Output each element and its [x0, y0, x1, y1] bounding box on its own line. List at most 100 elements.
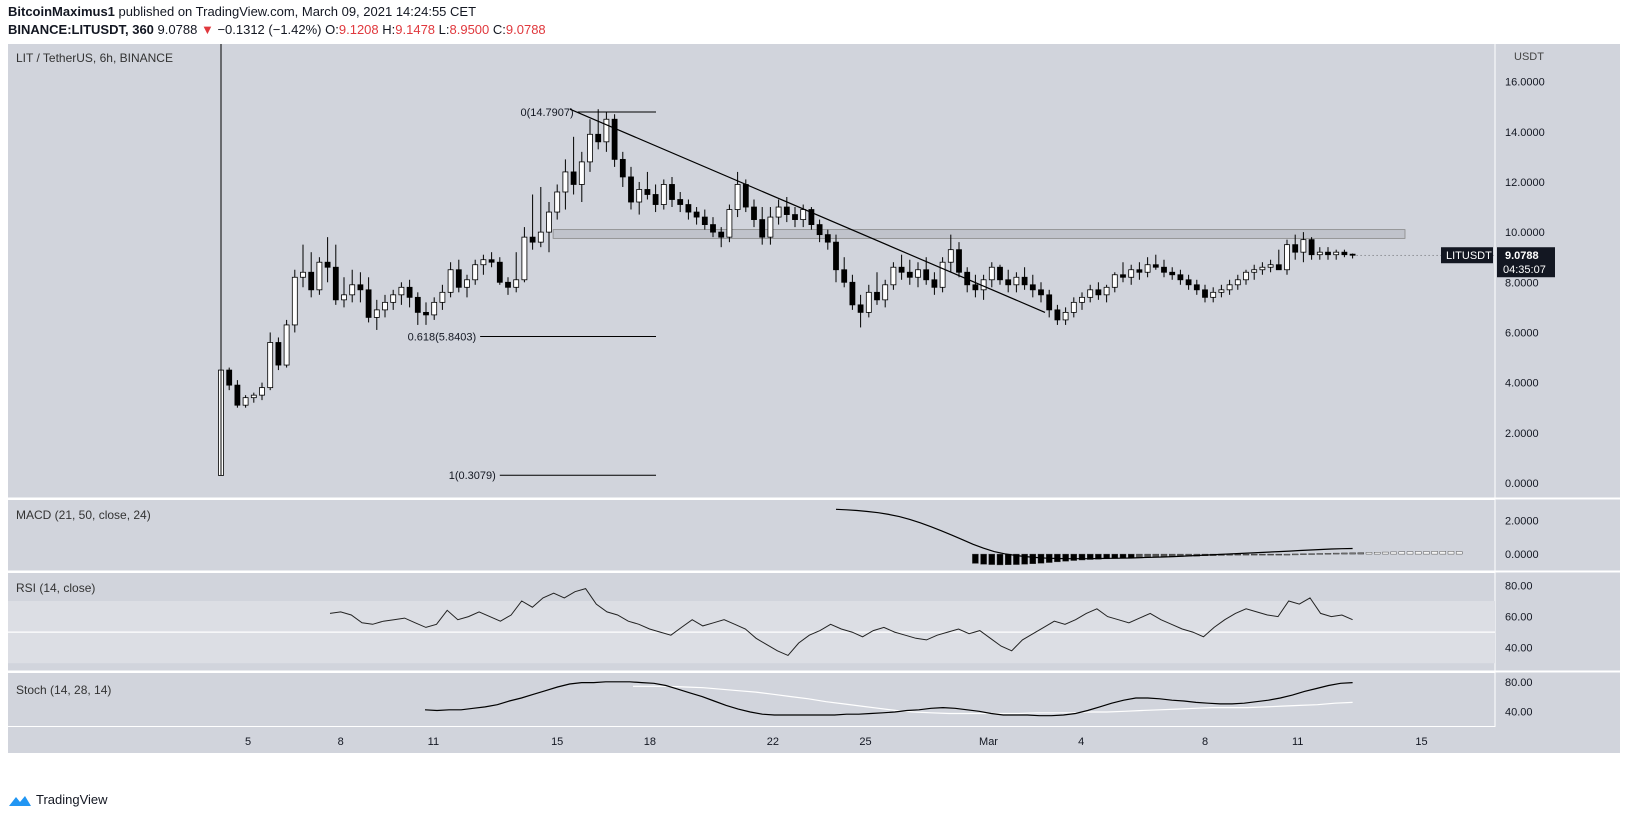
- ohlc-o-value: 9.1208: [338, 22, 379, 37]
- fib-level-label: 0.618(5.8403): [408, 331, 477, 343]
- macd-histogram-bar: [1013, 553, 1020, 565]
- candle-body-down: [1005, 279, 1012, 286]
- macd-histogram-bar: [1447, 551, 1455, 555]
- candle-body-up: [1103, 286, 1110, 296]
- rsi-tick-label: 60.00: [1505, 612, 1533, 624]
- ohlc-c-label: C:: [492, 22, 506, 37]
- candle-body-down: [710, 224, 716, 233]
- candle-body-down: [644, 189, 651, 195]
- candle-body-up: [603, 118, 610, 143]
- candle-body-down: [1177, 274, 1184, 281]
- candle-body-up: [562, 171, 569, 193]
- candle-body-down: [406, 286, 413, 298]
- stoch-title: Stoch (14, 28, 14): [16, 683, 111, 697]
- candle-body-down: [701, 216, 708, 225]
- macd-histogram-bar: [1275, 553, 1283, 556]
- candle-body-down: [414, 296, 421, 313]
- candle-body-up: [390, 294, 397, 303]
- macd-histogram-bar: [988, 553, 995, 565]
- candle-body-down: [455, 269, 462, 288]
- rsi-line: [329, 588, 1353, 657]
- candle-body-down: [1095, 289, 1102, 296]
- stoch-k-line: [424, 681, 1353, 717]
- time-tick-label: 5: [245, 736, 251, 748]
- author-name[interactable]: BitcoinMaximus1: [8, 4, 115, 19]
- macd-histogram-bar: [1373, 552, 1381, 555]
- candle-body-up: [1259, 266, 1266, 271]
- candle-body-up: [1251, 269, 1258, 273]
- candle-body-up: [554, 191, 561, 213]
- symbol-tag-label: LITUSDT: [1446, 250, 1492, 262]
- candle-body-down: [1193, 284, 1200, 291]
- macd-histogram-bar: [1406, 551, 1414, 555]
- candle-body-down: [906, 271, 913, 278]
- candle-body-down: [619, 158, 626, 178]
- candle-body-down: [808, 209, 815, 225]
- price-tick-label: 14.0000: [1505, 127, 1545, 139]
- candle-body-down: [923, 269, 930, 281]
- price-tick-label: 8.0000: [1505, 277, 1539, 289]
- macd-histogram-bar: [1382, 551, 1389, 555]
- candle-body-up: [1087, 289, 1094, 298]
- candle-body-down: [997, 266, 1003, 281]
- candle-body-up: [915, 269, 921, 278]
- brand-label: TradingView: [36, 792, 108, 807]
- candle-body-down: [226, 369, 233, 386]
- candle-body-down: [611, 118, 618, 160]
- candle-body-down: [1308, 239, 1315, 256]
- pane-background-0: [8, 44, 1495, 498]
- candle-body-down: [783, 206, 790, 215]
- rsi-tick-label: 80.00: [1505, 580, 1533, 592]
- candle-body-up: [341, 294, 347, 301]
- macd-histogram-bar: [1021, 553, 1028, 565]
- macd-histogram-bar: [1341, 552, 1348, 555]
- time-tick-label: 4: [1078, 736, 1084, 748]
- candle-body-down: [857, 304, 864, 313]
- candle-body-down: [1161, 266, 1167, 273]
- candle-body-down: [357, 284, 364, 291]
- candle-body-down: [1292, 244, 1299, 253]
- candle-body-up: [947, 249, 954, 263]
- candle-body-down: [652, 194, 659, 205]
- candle-body-down: [365, 289, 372, 318]
- macd-histogram-bar: [1431, 551, 1438, 555]
- pane-background-1: [8, 500, 1495, 571]
- pane-background-3: [8, 673, 1495, 726]
- candle-body-down: [332, 266, 339, 301]
- candle-body-up: [447, 269, 454, 293]
- price-tick-label: 16.0000: [1505, 77, 1545, 89]
- change-value: −0.1312 (−1.42%): [217, 22, 322, 37]
- macd-histogram-bar: [1259, 553, 1266, 556]
- macd-histogram-bar: [1078, 553, 1086, 561]
- candle-body-up: [800, 209, 807, 220]
- tradingview-logo-icon: [9, 795, 31, 806]
- candle-body-up: [726, 209, 733, 238]
- candle-body-down: [595, 133, 602, 143]
- candle-body-down: [685, 204, 692, 213]
- rsi-tick-label: 40.00: [1505, 643, 1533, 655]
- macd-histogram-bar: [1439, 551, 1447, 555]
- candle-body-up: [865, 291, 872, 313]
- candle-body-down: [1341, 251, 1348, 256]
- macd-histogram-bar: [1316, 553, 1324, 555]
- candle-body-down: [824, 234, 831, 243]
- macd-histogram-bar: [1234, 553, 1242, 556]
- main-pane-title: LIT / TetherUS, 6h, BINANCE: [16, 51, 173, 65]
- symbol-line: BINANCE:LITUSDT, 360: [8, 22, 154, 37]
- candle-body-up: [1243, 271, 1249, 281]
- candle-body-up: [382, 301, 388, 311]
- candle-body-up: [537, 231, 544, 243]
- candle-body-up: [1234, 279, 1241, 286]
- candle-body-down: [849, 281, 856, 306]
- candle-body-up: [939, 261, 946, 288]
- macd-histogram-bar: [1423, 551, 1430, 555]
- macd-histogram-bar: [1455, 551, 1463, 555]
- price-tick-label: 2.0000: [1505, 428, 1539, 440]
- candle-body-down: [1038, 289, 1044, 296]
- candle-body-down: [529, 236, 536, 243]
- candle-body-up: [988, 266, 995, 281]
- footer-brand[interactable]: TradingView: [8, 792, 108, 807]
- candle-body-up: [1144, 264, 1151, 273]
